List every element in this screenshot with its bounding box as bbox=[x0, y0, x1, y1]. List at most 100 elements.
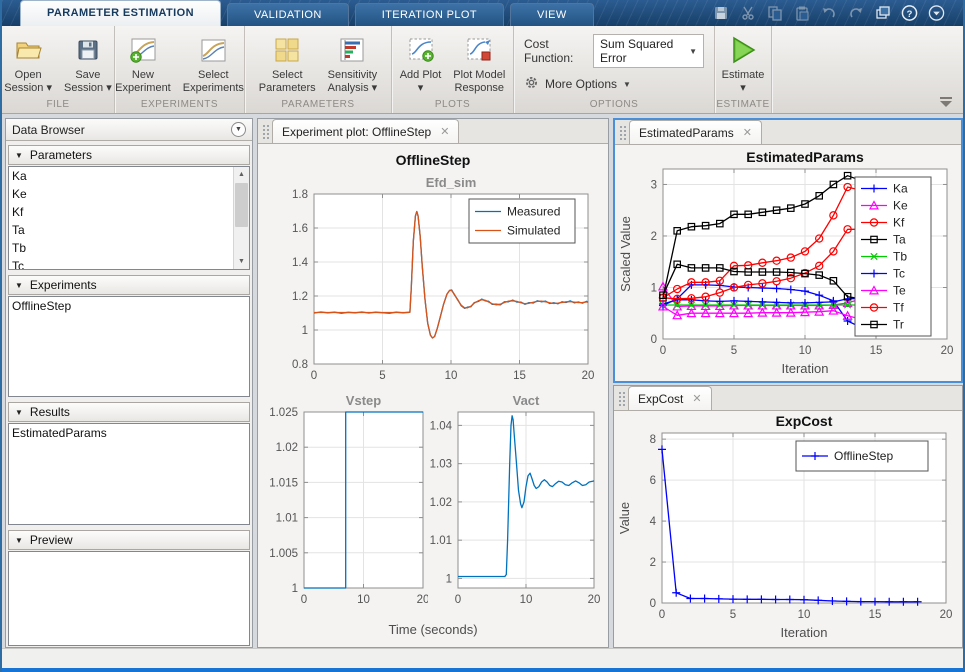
estimate-button[interactable]: Estimate▾ bbox=[717, 29, 770, 98]
section-header-experiments[interactable]: ▼Experiments bbox=[8, 275, 250, 295]
expcost-tab[interactable]: ExpCost ✕ bbox=[628, 386, 712, 410]
save-session-button[interactable]: SaveSession ▾ bbox=[59, 29, 117, 98]
scrollbar[interactable]: ▲▼ bbox=[233, 167, 249, 269]
open-session-button[interactable]: OpenSession ▾ bbox=[0, 29, 57, 98]
list-item-estimatedparams[interactable]: EstimatedParams bbox=[9, 424, 249, 442]
drag-grip-icon[interactable] bbox=[618, 391, 625, 407]
help-icon[interactable]: ? bbox=[901, 5, 918, 22]
svg-text:8: 8 bbox=[650, 434, 656, 446]
app-tabs: PARAMETER ESTIMATION VALIDATION ITERATION … bbox=[2, 0, 600, 26]
data-browser-title: Data Browser bbox=[12, 123, 85, 137]
undo-icon[interactable] bbox=[820, 5, 837, 22]
layout-icon[interactable] bbox=[874, 5, 891, 22]
plot-model-response-button[interactable]: Plot ModelResponse bbox=[448, 29, 510, 98]
list-item-tc[interactable]: Tc bbox=[9, 257, 249, 270]
experiment-plot-tab[interactable]: Experiment plot: OfflineStep ✕ bbox=[272, 119, 459, 143]
ribbon-group-label-estimate: ESTIMATE bbox=[715, 98, 771, 113]
estimate-icon bbox=[728, 34, 758, 66]
svg-text:ExpCost: ExpCost bbox=[776, 413, 833, 429]
app-tab-parameter-estimation[interactable]: PARAMETER ESTIMATION bbox=[20, 0, 221, 26]
svg-text:Tr: Tr bbox=[893, 318, 904, 332]
ribbon-group-label-plots: PLOTS bbox=[392, 98, 513, 113]
expcost-panel: ExpCost ✕ 0510152002468ExpCostIterationV… bbox=[613, 385, 963, 648]
vact-chart: 0102011.011.021.031.04Vact bbox=[418, 396, 602, 614]
svg-text:20: 20 bbox=[940, 609, 953, 621]
copy-icon[interactable] bbox=[766, 5, 783, 22]
svg-text:1.015: 1.015 bbox=[269, 477, 298, 489]
section-header-preview[interactable]: ▼Preview bbox=[8, 530, 250, 550]
svg-text:1: 1 bbox=[446, 573, 452, 585]
close-icon[interactable]: ✕ bbox=[743, 126, 752, 139]
redo-icon[interactable] bbox=[847, 5, 864, 22]
collapse-triangle-icon: ▼ bbox=[15, 536, 23, 545]
list-item-ka[interactable]: Ka bbox=[9, 167, 249, 185]
svg-text:0: 0 bbox=[651, 334, 657, 346]
sensitivity-analysis-icon bbox=[339, 34, 365, 66]
svg-text:1: 1 bbox=[292, 583, 298, 595]
svg-text:1.025: 1.025 bbox=[269, 407, 298, 419]
collapse-triangle-icon: ▼ bbox=[15, 408, 23, 417]
estimated-params-tab[interactable]: EstimatedParams ✕ bbox=[629, 120, 762, 144]
chevron-down-icon: ▼ bbox=[623, 80, 631, 89]
save-session-icon bbox=[75, 34, 101, 66]
gear-icon bbox=[524, 75, 539, 93]
list-item-offlinestep[interactable]: OfflineStep bbox=[9, 297, 249, 315]
svg-text:1.8: 1.8 bbox=[292, 189, 308, 201]
list-item-tb[interactable]: Tb bbox=[9, 239, 249, 257]
svg-text:Ta: Ta bbox=[893, 233, 906, 247]
section-header-parameters[interactable]: ▼Parameters bbox=[8, 145, 250, 165]
svg-text:1.005: 1.005 bbox=[269, 548, 298, 560]
ribbon-group-estimate: Estimate▾ESTIMATE bbox=[715, 26, 772, 113]
svg-text:0: 0 bbox=[311, 370, 317, 382]
estimated-params-tab-label: EstimatedParams bbox=[639, 126, 734, 140]
paste-icon[interactable] bbox=[793, 5, 810, 22]
cut-icon[interactable] bbox=[739, 5, 756, 22]
more-options-button[interactable]: More Options ▼ bbox=[524, 75, 704, 93]
data-browser-header: Data Browser ▼ bbox=[6, 119, 252, 141]
list-item-kf[interactable]: Kf bbox=[9, 203, 249, 221]
data-browser-menu-button[interactable]: ▼ bbox=[231, 122, 246, 137]
app-tab-iteration-plot[interactable]: ITERATION PLOT bbox=[355, 3, 504, 26]
scroll-down-icon[interactable]: ▼ bbox=[234, 254, 249, 269]
sensitivity-analysis-button[interactable]: SensitivityAnalysis ▾ bbox=[323, 29, 383, 98]
status-bar bbox=[2, 648, 963, 668]
app-tab-view[interactable]: VIEW bbox=[510, 3, 594, 26]
drag-grip-icon[interactable] bbox=[262, 124, 269, 140]
svg-text:Tf: Tf bbox=[893, 301, 904, 315]
svg-text:15: 15 bbox=[869, 609, 882, 621]
select-parameters-icon bbox=[274, 34, 300, 66]
collapse-ribbon-button[interactable] bbox=[939, 97, 953, 107]
cost-function-label: Cost Function: bbox=[524, 37, 587, 65]
add-plot-icon bbox=[407, 34, 435, 66]
svg-text:6: 6 bbox=[650, 475, 656, 487]
svg-text:5: 5 bbox=[731, 345, 737, 357]
app-tab-validation[interactable]: VALIDATION bbox=[227, 3, 349, 26]
save-icon[interactable] bbox=[712, 5, 729, 22]
add-plot-button[interactable]: Add Plot▾ bbox=[395, 29, 447, 98]
experiment-plot-panel: Experiment plot: OfflineStep ✕ OfflineSt… bbox=[257, 118, 609, 648]
expcost-chart: 0510152002468ExpCostIterationValueOfflin… bbox=[616, 413, 958, 643]
scroll-up-icon[interactable]: ▲ bbox=[234, 167, 249, 182]
svg-text:1.4: 1.4 bbox=[292, 257, 309, 269]
select-parameters-button[interactable]: SelectParameters bbox=[254, 29, 321, 98]
scrollbar-thumb[interactable] bbox=[235, 183, 248, 227]
more-icon[interactable] bbox=[928, 5, 945, 22]
svg-text:Kf: Kf bbox=[893, 216, 905, 230]
svg-text:15: 15 bbox=[870, 345, 883, 357]
titlebar-tab-strip: PARAMETER ESTIMATION VALIDATION ITERATION … bbox=[2, 0, 963, 26]
close-icon[interactable]: ✕ bbox=[440, 125, 449, 138]
new-experiment-button[interactable]: NewExperiment bbox=[110, 29, 176, 98]
close-icon[interactable]: ✕ bbox=[692, 392, 701, 405]
list-item-ta[interactable]: Ta bbox=[9, 221, 249, 239]
svg-text:Simulated: Simulated bbox=[507, 224, 560, 238]
ribbon-group-label-experiments: EXPERIMENTS bbox=[115, 98, 244, 113]
list-item-ke[interactable]: Ke bbox=[9, 185, 249, 203]
svg-text:2: 2 bbox=[651, 231, 657, 243]
select-experiments-button[interactable]: SelectExperiments bbox=[178, 29, 249, 98]
cost-function-dropdown[interactable]: Sum Squared Error ▼ bbox=[593, 34, 704, 68]
section-header-results[interactable]: ▼Results bbox=[8, 402, 250, 422]
experiment-plot-title: OfflineStep bbox=[258, 152, 608, 168]
drag-grip-icon[interactable] bbox=[619, 125, 626, 141]
svg-text:20: 20 bbox=[582, 370, 595, 382]
svg-text:1: 1 bbox=[651, 282, 657, 294]
